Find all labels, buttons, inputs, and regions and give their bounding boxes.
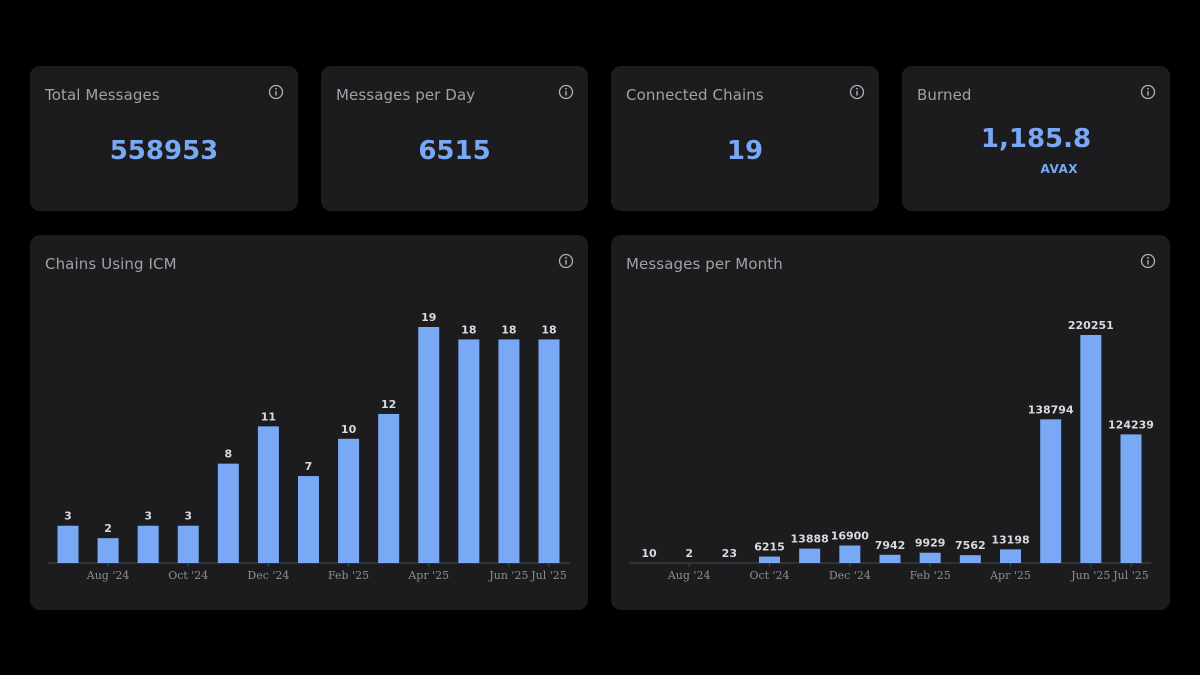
chart-card-chains-using-icm: Chains Using ICM 3 2 Aug '24 3 3 Oct '24 8 11 De…: [30, 235, 588, 610]
x-tick-label: Oct '24: [168, 569, 208, 582]
bar[interactable]: [177, 525, 199, 563]
stat-value: 6515: [418, 136, 491, 166]
x-tick-label: Dec '24: [829, 569, 871, 582]
bar[interactable]: [1000, 549, 1021, 563]
data-label: 11: [261, 410, 276, 423]
x-tick-label: Oct '24: [749, 569, 789, 582]
stat-card-total-messages: Total Messages 558953: [30, 66, 298, 211]
data-label: 7: [305, 460, 313, 473]
data-label: 18: [541, 323, 556, 336]
data-label: 138794: [1028, 403, 1074, 416]
info-icon[interactable]: [558, 253, 574, 269]
chart-title: Chains Using ICM: [45, 255, 177, 273]
data-label: 6215: [754, 541, 785, 554]
data-label: 16900: [831, 530, 870, 543]
stat-card-burned: Burned 1,185.8 AVAX: [902, 66, 1170, 211]
bar[interactable]: [57, 525, 79, 563]
x-tick-label: Feb '25: [910, 569, 951, 582]
chart-card-messages-per-month: Messages per Month 10 2 Aug '24 23 6215 Oct '…: [611, 235, 1170, 610]
data-label: 3: [64, 510, 72, 523]
stat-value: 19: [726, 136, 764, 166]
bar[interactable]: [298, 476, 319, 563]
bar[interactable]: [959, 555, 981, 563]
x-tick-label: Dec '24: [247, 569, 289, 582]
stat-value: 558953: [109, 136, 219, 166]
x-tick-label: Feb '25: [328, 569, 369, 582]
data-label: 12: [381, 398, 396, 411]
chains-bar-chart: 3 2 Aug '24 3 3 Oct '24 8 11 Dec '24 7 10 Feb '25 12…: [48, 311, 570, 582]
info-icon[interactable]: [558, 84, 574, 100]
data-label: 2: [104, 522, 112, 535]
data-label: 3: [144, 510, 152, 523]
x-tick-label: Jun '25: [488, 569, 528, 582]
bar[interactable]: [538, 339, 560, 563]
data-label: 8: [225, 448, 233, 461]
info-icon[interactable]: [1140, 253, 1156, 269]
x-tick-label: Jul '25: [1112, 569, 1149, 582]
info-icon[interactable]: [849, 84, 865, 100]
data-label: 13888: [791, 533, 829, 546]
chart-title: Messages per Month: [626, 255, 783, 273]
bar[interactable]: [879, 554, 901, 563]
data-label: 18: [501, 323, 516, 336]
stat-unit: AVAX: [1040, 162, 1078, 176]
messages-bar-chart: 10 2 Aug '24 23 6215 Oct '24 13888 16900 Dec '24…: [629, 319, 1154, 582]
bar[interactable]: [498, 339, 520, 563]
x-tick-label: Apr '25: [407, 569, 449, 582]
x-tick-label: Apr '25: [989, 569, 1031, 582]
data-label: 23: [722, 547, 737, 560]
data-label: 19: [421, 311, 436, 324]
bar[interactable]: [418, 327, 440, 563]
bar[interactable]: [217, 463, 239, 563]
bar[interactable]: [338, 438, 360, 563]
bar[interactable]: [458, 339, 480, 563]
data-label: 7562: [955, 539, 986, 552]
x-tick-label: Jun '25: [1070, 569, 1110, 582]
data-label: 124239: [1108, 418, 1154, 431]
bar[interactable]: [137, 525, 159, 563]
data-label: 220251: [1068, 319, 1114, 332]
data-label: 13198: [991, 533, 1029, 546]
bar[interactable]: [759, 556, 780, 563]
stat-card-connected-chains: Connected Chains 19: [611, 66, 879, 211]
stat-value: 1,185.8: [980, 124, 1092, 154]
stat-title: Messages per Day: [336, 86, 476, 104]
bar[interactable]: [1040, 419, 1062, 563]
x-tick-label: Jul '25: [530, 569, 567, 582]
bar[interactable]: [257, 426, 279, 563]
info-icon[interactable]: [268, 84, 284, 100]
bar[interactable]: [799, 548, 821, 563]
x-tick-label: Aug '24: [86, 569, 130, 582]
data-label: 2: [685, 547, 693, 560]
bar[interactable]: [97, 538, 119, 563]
data-label: 9929: [915, 537, 946, 550]
bar[interactable]: [1120, 434, 1142, 563]
bar[interactable]: [919, 552, 941, 563]
data-label: 7942: [875, 539, 906, 552]
data-label: 3: [184, 510, 192, 523]
bar[interactable]: [839, 545, 861, 563]
info-icon[interactable]: [1140, 84, 1156, 100]
stat-card-messages-per-day: Messages per Day 6515: [321, 66, 588, 211]
stat-title: Connected Chains: [626, 86, 764, 104]
bar[interactable]: [378, 413, 400, 563]
bar[interactable]: [1080, 335, 1102, 563]
data-label: 18: [461, 323, 476, 336]
stat-title: Total Messages: [45, 86, 160, 104]
data-label: 10: [641, 547, 657, 560]
stat-title: Burned: [917, 86, 972, 104]
x-tick-label: Aug '24: [667, 569, 711, 582]
data-label: 10: [341, 423, 357, 436]
